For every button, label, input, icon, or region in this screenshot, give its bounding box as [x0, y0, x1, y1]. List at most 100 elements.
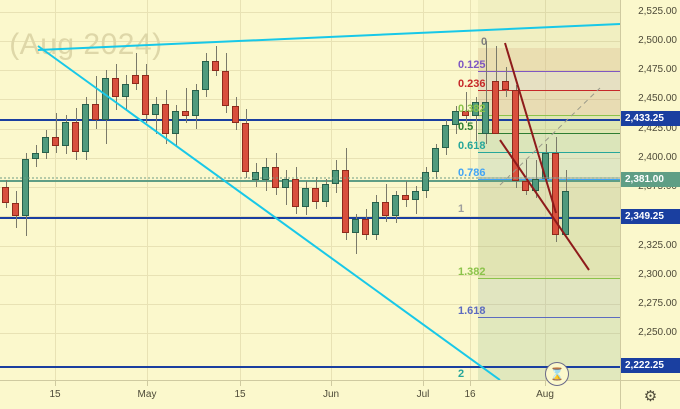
grid-line-horizontal — [0, 333, 620, 335]
axis-corner-cell[interactable]: ⚙ — [620, 380, 680, 409]
candlestick — [482, 40, 489, 144]
candle-body — [252, 171, 259, 181]
candle-wick — [495, 45, 497, 94]
candlestick — [402, 181, 409, 207]
gear-icon[interactable]: ⚙ — [643, 387, 658, 405]
candle-body — [182, 111, 189, 116]
candlestick — [472, 97, 479, 142]
fib-level-line — [478, 71, 620, 73]
fib-zone-band — [478, 152, 620, 179]
candle-wick — [405, 181, 407, 207]
price-tick-label: 2,400.00 — [638, 151, 677, 163]
candle-body — [32, 153, 39, 159]
fib-level-line — [478, 114, 620, 116]
candle-wick — [155, 97, 157, 135]
candle-body — [112, 78, 119, 98]
candlestick — [222, 52, 229, 114]
candle-wick — [485, 40, 487, 144]
price-badge: 2,381.00 — [621, 172, 680, 188]
fib-zone-band — [478, 215, 620, 279]
fib-level-label: 2 — [458, 368, 465, 380]
price-tick-label: 2,450.00 — [638, 93, 677, 105]
time-axis[interactable]: 15 May 15 Jun Jul 16 Aug — [0, 380, 620, 409]
candle-wick — [135, 52, 137, 91]
price-badge: 2,433.25 — [621, 110, 680, 126]
candle-body — [372, 202, 379, 235]
grid-line-horizontal — [0, 245, 620, 247]
price-badge: 2,222.25 — [621, 357, 680, 373]
candle-wick — [185, 87, 187, 123]
candlestick — [82, 97, 89, 161]
candlestick — [302, 181, 309, 216]
chart-plot-area[interactable]: ures (Aug 2024) 00.1250.2360.3820.50.618… — [0, 0, 620, 380]
candlestick — [502, 66, 509, 98]
candlestick — [62, 114, 69, 155]
candle-body — [332, 169, 339, 184]
candlestick — [362, 209, 369, 240]
candlestick — [232, 97, 239, 130]
candle-body — [322, 183, 329, 203]
candlestick — [422, 167, 429, 198]
candlestick — [432, 143, 439, 179]
candlestick — [122, 74, 129, 112]
time-tick-mark — [240, 381, 241, 386]
candlestick — [332, 160, 339, 193]
fib-zone-band — [478, 278, 620, 317]
candlestick — [292, 167, 299, 214]
candle-body — [202, 60, 209, 90]
time-tick-label: 15 — [49, 389, 61, 400]
fib-level-label: 1 — [458, 203, 465, 216]
time-tick-label: 15 — [234, 389, 246, 400]
candle-body — [352, 218, 359, 233]
support-resistance-line — [0, 365, 620, 368]
fib-level-line — [478, 133, 620, 135]
support-resistance-line — [0, 217, 620, 220]
candlestick — [512, 85, 519, 189]
support-resistance-line — [0, 118, 620, 121]
grid-line-horizontal — [0, 70, 620, 72]
candle-body — [172, 111, 179, 135]
candlestick — [242, 108, 249, 178]
grid-line-horizontal — [0, 274, 620, 276]
candlestick — [102, 70, 109, 144]
candlestick — [202, 52, 209, 98]
grid-line-vertical — [55, 0, 56, 380]
candlestick — [192, 84, 199, 129]
candle-body — [482, 101, 489, 135]
grey-dashed-ascending-trendline — [499, 87, 601, 186]
candlestick — [372, 195, 379, 240]
candle-body — [122, 84, 129, 98]
fib-level-label: 0.382 — [458, 102, 486, 115]
price-tick-label: 2,525.00 — [638, 5, 677, 17]
candle-body — [362, 218, 369, 235]
time-tick-mark — [147, 381, 148, 386]
candlestick — [52, 113, 59, 154]
candlestick — [12, 190, 19, 228]
time-tick-label: Jun — [322, 389, 340, 400]
candle-wick — [465, 92, 467, 123]
time-tick-mark — [545, 381, 546, 386]
fib-level-label: 0.125 — [458, 59, 486, 72]
fib-level-line — [478, 178, 620, 180]
candle-body — [52, 136, 59, 147]
candlestick — [442, 120, 449, 156]
price-axis[interactable]: 2,525.00 2,500.00 2,475.00 2,450.00 2,425.00… — [620, 0, 680, 380]
candle-body — [312, 188, 319, 203]
candle-body — [12, 203, 19, 217]
candlestick — [282, 169, 289, 205]
candlestick — [182, 87, 189, 123]
grid-line-horizontal — [0, 11, 620, 13]
upper-cyan-rising-trendline — [37, 23, 620, 51]
candlestick — [42, 129, 49, 159]
price-tick-label: 2,250.00 — [638, 327, 677, 339]
candle-body — [132, 74, 139, 85]
candlestick — [312, 176, 319, 210]
candle-body — [392, 195, 399, 217]
candle-body — [402, 195, 409, 200]
grid-line-vertical — [331, 0, 332, 380]
fib-level-label: 0.618 — [458, 140, 486, 152]
time-tick-label: Aug — [536, 389, 554, 400]
candlestick — [262, 157, 269, 191]
support-resistance-line — [0, 180, 620, 183]
